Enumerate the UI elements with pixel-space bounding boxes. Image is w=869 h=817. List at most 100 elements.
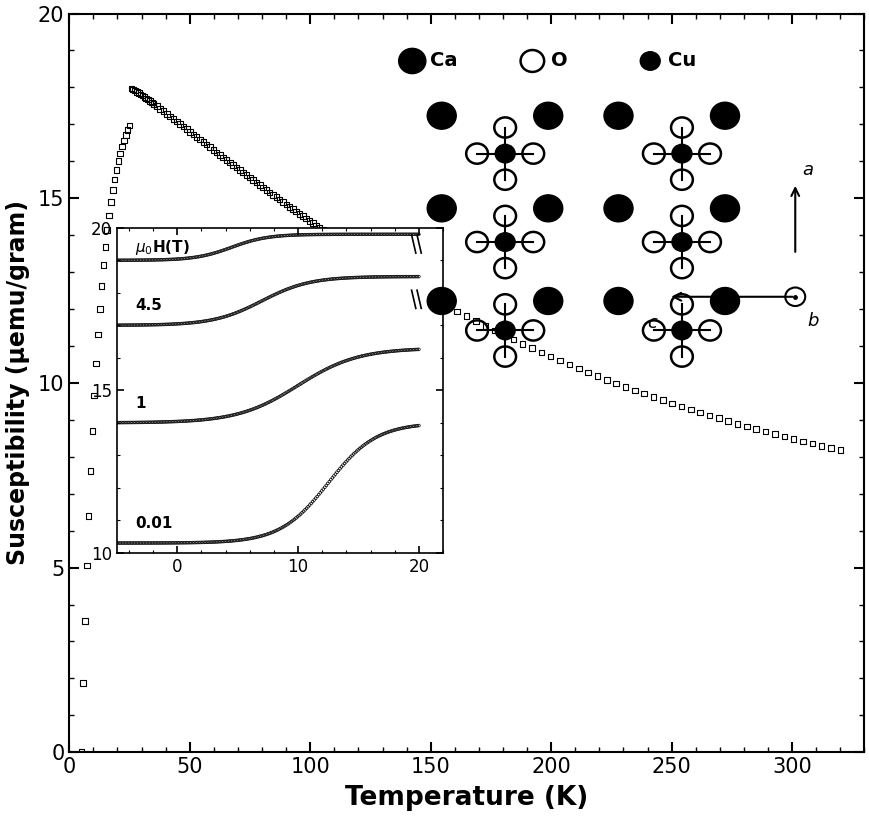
Point xyxy=(109,163,123,176)
Point xyxy=(352,248,366,261)
Point xyxy=(144,96,158,109)
Point xyxy=(627,384,641,397)
Point xyxy=(143,95,156,108)
Point xyxy=(229,161,243,174)
Point xyxy=(325,230,339,243)
Point xyxy=(368,258,382,271)
Point xyxy=(149,100,163,113)
Point xyxy=(618,380,632,393)
Point xyxy=(580,366,594,379)
Point xyxy=(683,403,697,416)
Point xyxy=(702,408,716,422)
Point xyxy=(805,437,819,450)
Point xyxy=(131,87,145,100)
Point xyxy=(319,225,333,239)
Point xyxy=(216,151,230,164)
Point xyxy=(543,350,557,363)
Point xyxy=(124,82,138,95)
Point xyxy=(748,422,762,435)
Point xyxy=(249,176,263,190)
Point xyxy=(182,125,196,138)
Point xyxy=(113,147,127,160)
Point xyxy=(534,346,547,359)
Point xyxy=(450,305,464,318)
Point xyxy=(295,210,309,223)
Point xyxy=(272,193,286,206)
Point xyxy=(176,120,190,133)
Point xyxy=(219,154,233,167)
Point xyxy=(119,128,133,141)
Point xyxy=(506,333,520,346)
Point xyxy=(359,252,373,265)
Point xyxy=(403,279,417,292)
Point xyxy=(302,214,316,227)
Point xyxy=(87,389,101,402)
Point xyxy=(590,369,604,382)
Point xyxy=(384,268,398,281)
Point xyxy=(342,241,356,254)
Point xyxy=(636,387,650,400)
Point xyxy=(147,97,161,110)
Point xyxy=(823,441,837,454)
Point xyxy=(111,154,125,167)
Point xyxy=(93,302,107,315)
Point xyxy=(137,91,151,104)
Point xyxy=(488,324,501,337)
Point xyxy=(83,465,97,478)
Point xyxy=(431,295,445,308)
Point xyxy=(599,373,613,386)
Point xyxy=(193,133,207,146)
Point xyxy=(394,273,408,286)
Point xyxy=(813,440,827,453)
Point xyxy=(758,425,772,438)
Point xyxy=(134,88,148,101)
Point xyxy=(561,358,575,371)
Point xyxy=(222,156,236,169)
Point xyxy=(233,163,247,176)
Point xyxy=(441,300,454,313)
Point xyxy=(163,109,177,123)
Point xyxy=(136,89,149,102)
Point xyxy=(189,131,203,144)
Point xyxy=(608,377,622,390)
Point xyxy=(776,430,790,443)
Point xyxy=(85,425,99,438)
Point xyxy=(246,174,260,187)
Point xyxy=(153,102,167,115)
Point xyxy=(496,328,510,342)
Point xyxy=(226,158,240,172)
Point xyxy=(169,115,183,128)
X-axis label: Temperature (K): Temperature (K) xyxy=(345,785,587,811)
Point xyxy=(345,243,359,257)
Point xyxy=(96,259,110,272)
Point xyxy=(242,171,256,184)
Point xyxy=(80,559,94,572)
Point xyxy=(299,212,313,225)
Point xyxy=(186,127,200,141)
Point xyxy=(126,83,140,96)
Point xyxy=(525,342,539,355)
Point xyxy=(468,315,482,328)
Point xyxy=(459,310,473,323)
Point xyxy=(108,173,122,186)
Y-axis label: Susceptibility (μemu/gram): Susceptibility (μemu/gram) xyxy=(5,200,30,565)
Point xyxy=(362,254,375,267)
Point xyxy=(116,134,130,147)
Point xyxy=(180,123,194,136)
Point xyxy=(655,394,669,407)
Point xyxy=(266,189,280,202)
Point xyxy=(413,284,427,297)
Point xyxy=(123,119,136,132)
Point xyxy=(82,509,96,522)
Point xyxy=(206,143,220,156)
Point xyxy=(315,223,329,236)
Point xyxy=(121,123,135,136)
Point xyxy=(255,181,269,194)
Point xyxy=(209,146,223,159)
Point xyxy=(166,113,180,126)
Point xyxy=(673,400,687,413)
Point xyxy=(306,217,320,230)
Point xyxy=(89,357,103,370)
Point xyxy=(339,239,353,252)
Point xyxy=(767,427,781,440)
